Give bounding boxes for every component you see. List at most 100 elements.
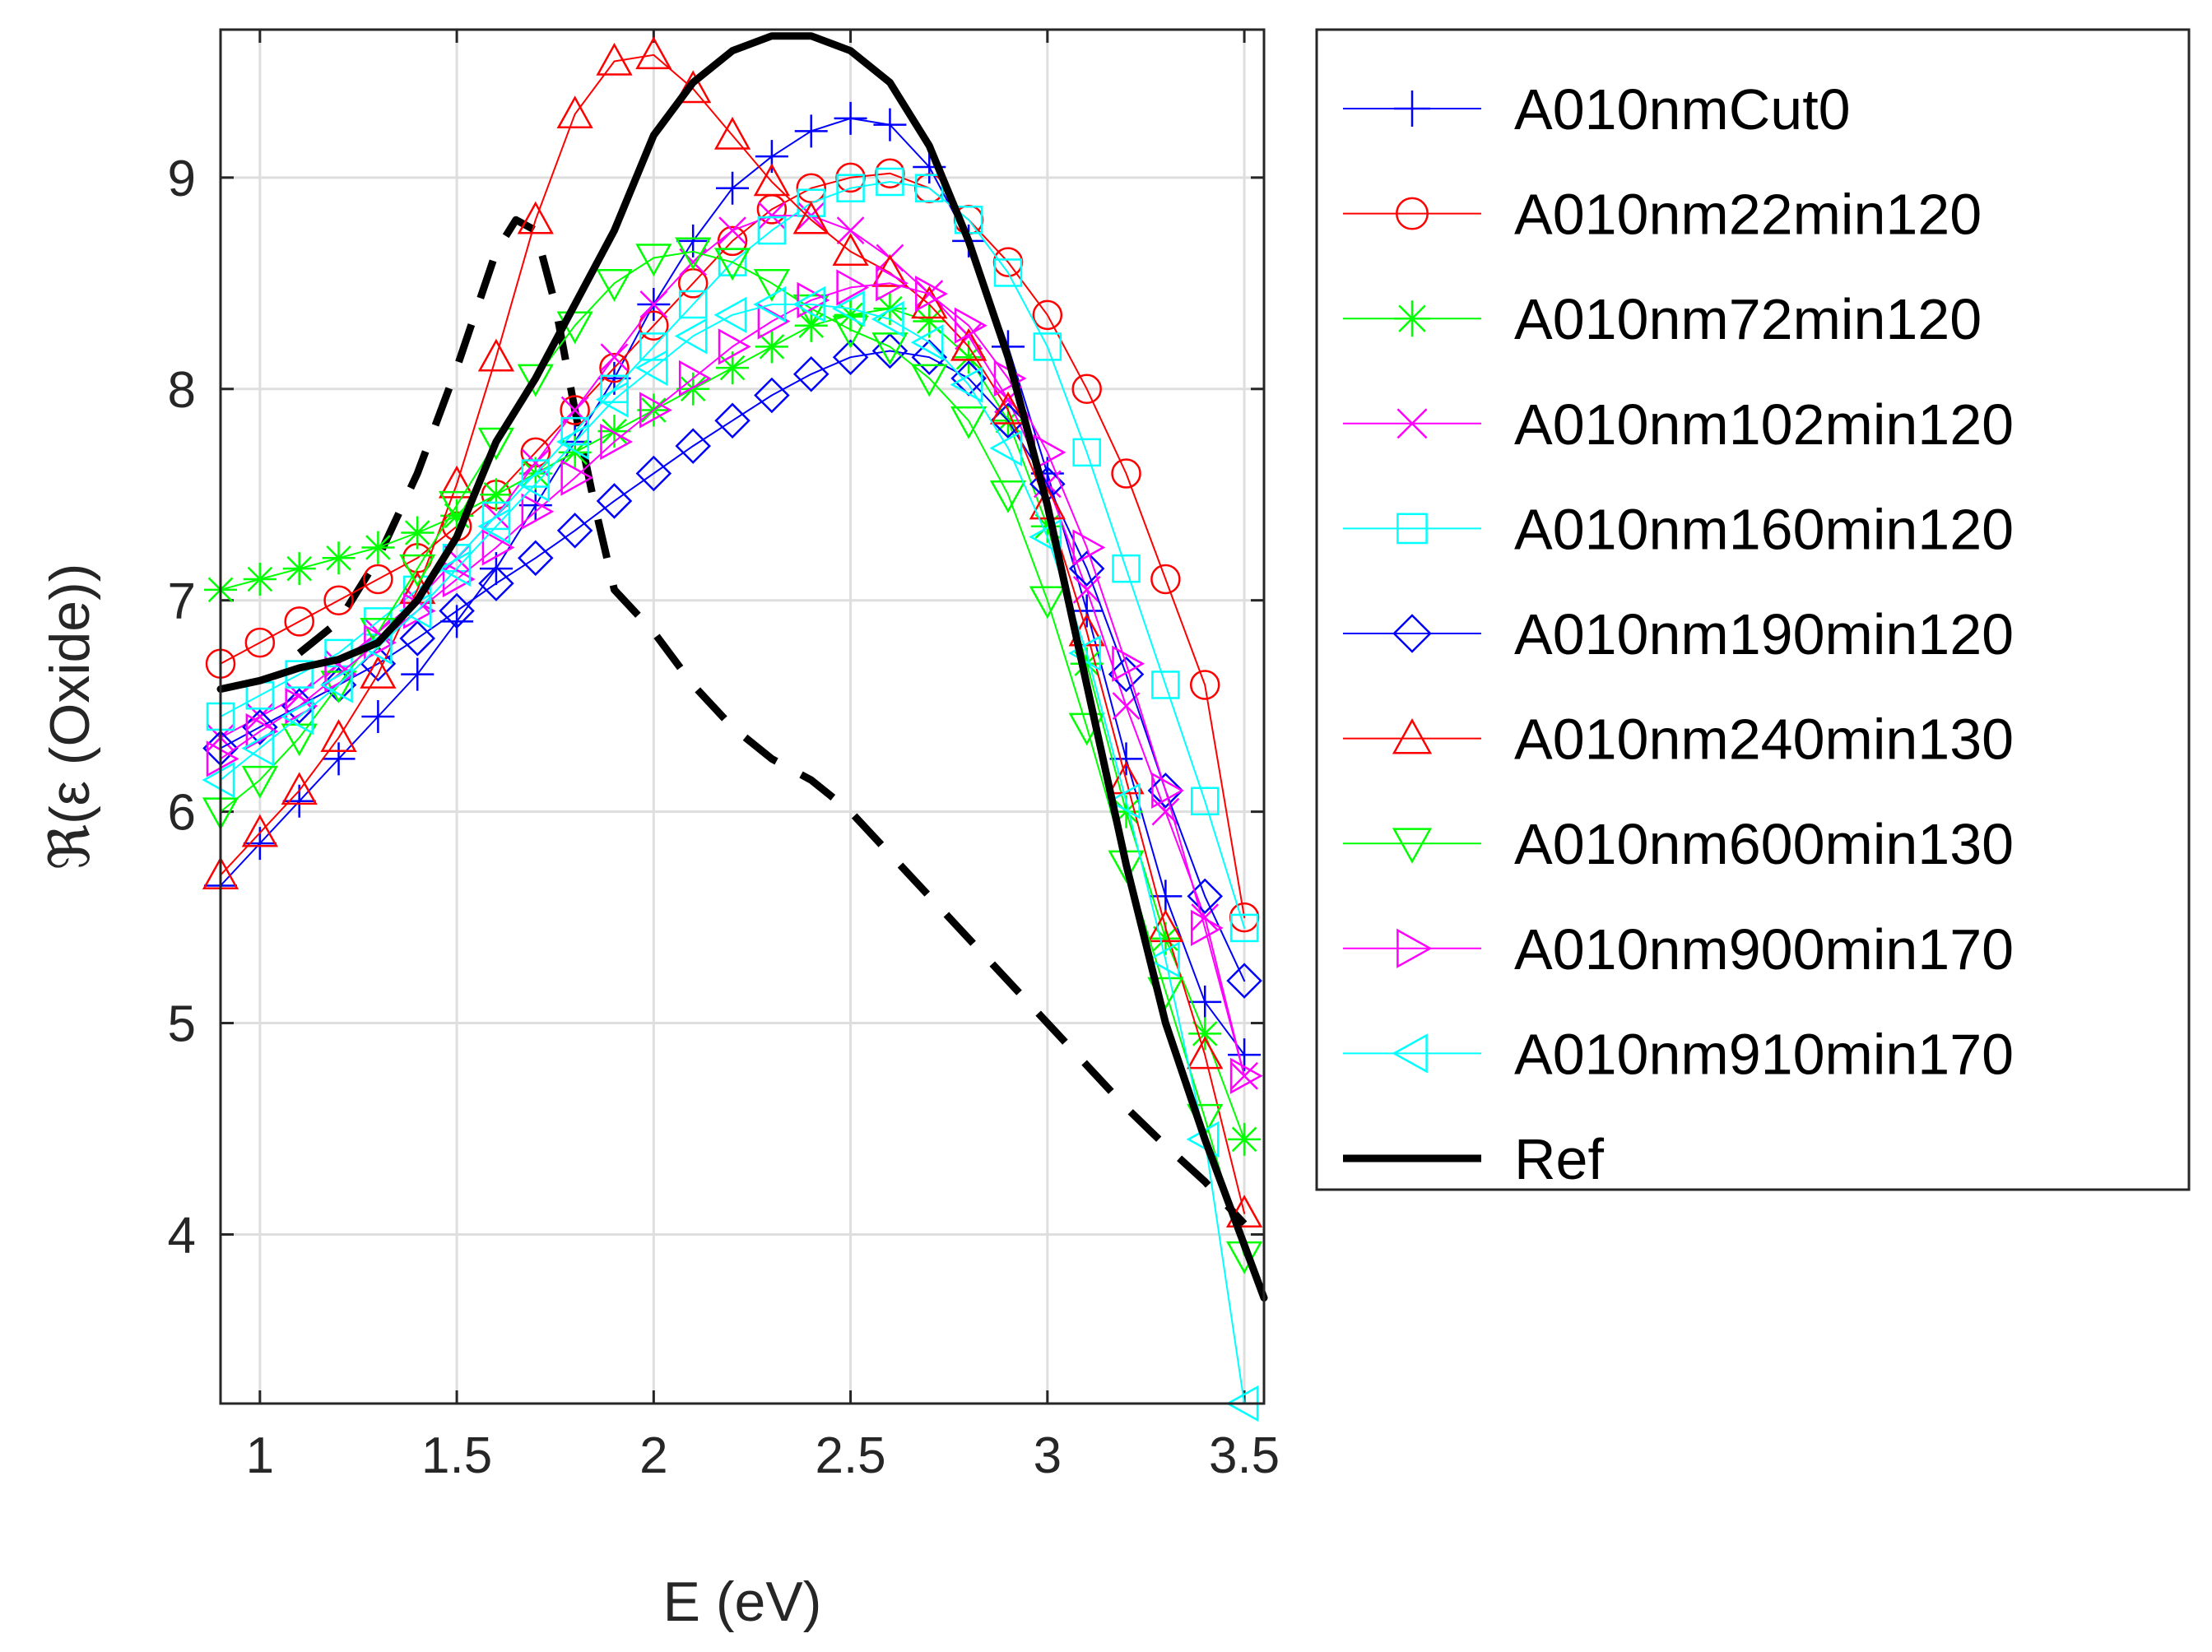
marker-diamond [754, 377, 790, 414]
marker-triangle-left [634, 349, 668, 387]
marker-triangle-right [245, 712, 279, 750]
marker-triangle-right [1396, 928, 1433, 968]
marker-triangle-down [871, 332, 908, 365]
marker-asterisk [361, 531, 395, 564]
marker-triangle-left [477, 508, 511, 545]
marker-diamond [478, 565, 514, 601]
x-axis-label: E (eV) [663, 1571, 822, 1633]
marker-triangle-down [596, 269, 633, 302]
y-axis-ticks [221, 176, 1264, 1236]
marker-triangle-down [1029, 586, 1066, 620]
marker-plus [873, 108, 907, 142]
marker-asterisk [952, 341, 986, 374]
legend-entry: A010nm22min120 [1343, 183, 1982, 247]
marker-circle [363, 564, 393, 595]
x-tick-label: 2.5 [815, 1427, 885, 1484]
marker-triangle-right [521, 493, 555, 530]
marker-plus [1394, 90, 1430, 127]
legend-entry: Ref [1343, 1127, 1604, 1191]
marker-diamond [635, 455, 672, 492]
marker-triangle-up [1187, 1036, 1224, 1070]
legend-entry: A010nm72min120 [1343, 287, 1982, 351]
marker-cross [1072, 575, 1101, 604]
marker-cross [600, 343, 629, 372]
legend-label: A010nm190min120 [1514, 602, 2014, 666]
marker-circle [284, 606, 314, 637]
marker-triangle-right [364, 624, 397, 661]
marker-triangle-left [1146, 941, 1180, 978]
marker-triangle-down [753, 269, 791, 302]
marker-triangle-down [477, 427, 515, 461]
y-tick-label: 5 [168, 996, 196, 1053]
marker-asterisk [676, 372, 710, 406]
marker-diamond [792, 356, 830, 392]
y-tick-labels: 4 5 6 7 8 9 [168, 151, 196, 1265]
marker-plus [1070, 594, 1104, 628]
legend-entry: A010nm160min120 [1343, 497, 2014, 561]
marker-triangle-right [876, 265, 909, 302]
marker-plus [361, 700, 395, 733]
marker-triangle-up [675, 70, 712, 104]
legend-label: A010nm910min170 [1514, 1022, 2014, 1086]
marker-triangle-right [206, 740, 239, 777]
marker-triangle-down [320, 671, 357, 704]
marker-triangle-left [281, 698, 314, 736]
series-layer [202, 32, 1268, 1422]
marker-triangle-left [241, 730, 275, 767]
marker-circle [1071, 374, 1102, 405]
marker-square [876, 167, 904, 197]
legend-entry: A010nm600min130 [1343, 812, 2014, 876]
x-tick-label: 2 [639, 1427, 667, 1484]
legend-label: A010nmCut0 [1514, 77, 1851, 142]
marker-triangle-right [718, 328, 751, 365]
marker-square [1229, 913, 1259, 943]
marker-cross [1396, 408, 1428, 439]
y-tick-label: 7 [168, 573, 196, 630]
marker-asterisk [913, 304, 946, 338]
x-tick-labels: 1 1.5 2 2.5 3 3.5 [246, 1427, 1280, 1484]
marker-triangle-left [713, 296, 747, 333]
legend-label: A010nm600min130 [1514, 812, 2014, 876]
marker-diamond [439, 592, 475, 629]
marker-triangle-down [438, 490, 476, 524]
legend: A010nmCut0 A010nm22min120 A010nm72min120 A0… [1315, 28, 2191, 1191]
marker-triangle-up [950, 327, 988, 361]
legend-label: A010nm240min130 [1514, 708, 2014, 772]
legend-label: A010nm900min170 [1514, 917, 2014, 981]
marker-circle [599, 352, 630, 383]
marker-triangle-left [792, 285, 825, 323]
marker-square [915, 174, 944, 202]
marker-triangle-up [871, 253, 908, 287]
legend-box [1315, 28, 2191, 1191]
marker-diamond [832, 339, 869, 375]
marker-asterisk [282, 552, 316, 586]
marker-triangle-up [792, 201, 830, 234]
marker-triangle-up [517, 201, 554, 234]
marker-diamond [556, 513, 593, 549]
x-tick-label: 1.5 [421, 1427, 492, 1484]
marker-asterisk [440, 499, 474, 532]
marker-circle [1396, 197, 1429, 230]
marker-triangle-left [989, 429, 1023, 466]
marker-triangle-left [950, 366, 983, 403]
marker-square [1112, 554, 1141, 583]
marker-triangle-down [713, 248, 751, 281]
marker-triangle-right [442, 560, 476, 598]
marker-triangle-left [517, 466, 551, 503]
marker-triangle-down [1392, 828, 1433, 864]
marker-triangle-right [1151, 772, 1184, 810]
marker-diamond [714, 402, 750, 439]
y-tick-label: 4 [168, 1207, 196, 1264]
marker-plus [794, 114, 828, 148]
legend-entry: A010nm240min130 [1343, 708, 2014, 772]
marker-square [993, 258, 1023, 287]
marker-triangle-down [950, 406, 988, 439]
series-A010nm190min120 [202, 332, 1262, 999]
marker-triangle-left [910, 324, 944, 361]
marker-diamond [1108, 656, 1145, 693]
marker-triangle-up [989, 391, 1027, 425]
marker-triangle-right [1112, 645, 1146, 682]
marker-triangle-up [1392, 718, 1433, 754]
marker-asterisk [1188, 1017, 1222, 1051]
